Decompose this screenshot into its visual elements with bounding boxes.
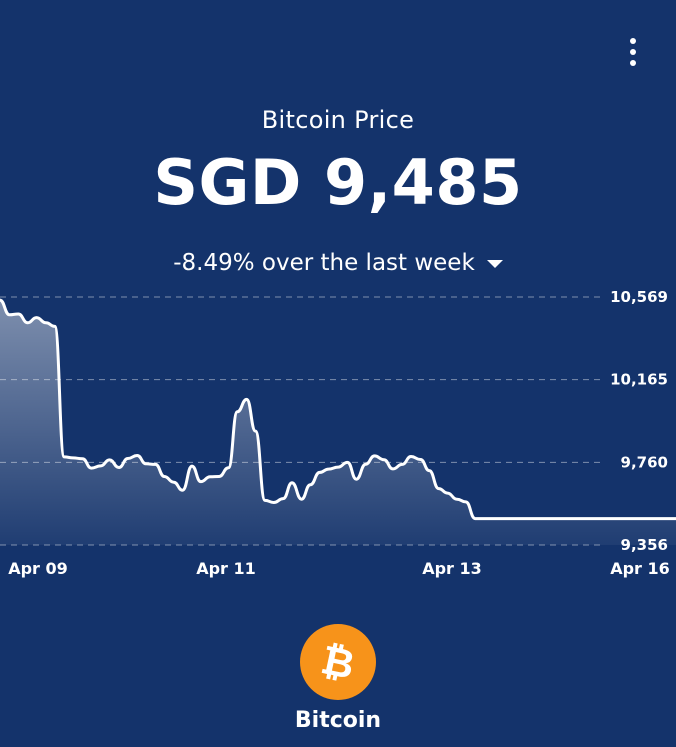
current-price: SGD 9,485 (153, 146, 523, 219)
y-tick-label: 9,356 (621, 536, 668, 554)
price-chart: 10,569 10,165 9,760 9,356 Apr 09 Apr 11 Apr 1… (0, 288, 676, 578)
more-options-button[interactable] (620, 34, 646, 70)
x-tick-label: Apr 11 (196, 559, 256, 578)
page-title: Bitcoin Price (261, 106, 415, 134)
chart-area-fill (0, 300, 676, 545)
more-vertical-icon (630, 49, 636, 55)
coin-name: Bitcoin (294, 708, 382, 733)
caret-down-icon (486, 260, 503, 268)
more-vertical-icon (630, 60, 636, 66)
y-tick-label: 10,569 (610, 288, 668, 306)
x-tick-label: Apr 09 (8, 559, 68, 578)
y-tick-label: 10,165 (610, 371, 668, 389)
bitcoin-logo-icon: ₿ (300, 624, 376, 700)
x-tick-label: Apr 16 (610, 559, 670, 578)
chart-series-line (0, 298, 676, 521)
change-period-selector[interactable]: -8.49% over the last week (0, 250, 676, 276)
svg-text:₿: ₿ (318, 638, 358, 686)
change-label: -8.49% over the last week (173, 250, 475, 276)
more-vertical-icon (630, 38, 636, 44)
x-tick-label: Apr 13 (422, 559, 482, 578)
y-tick-label: 9,760 (621, 453, 668, 471)
